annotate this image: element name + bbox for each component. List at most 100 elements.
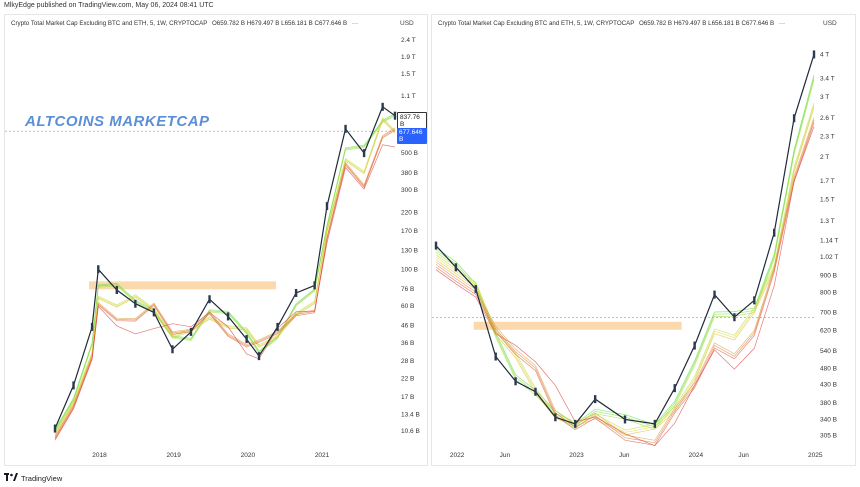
price-point — [226, 312, 230, 321]
ribbon-line — [435, 117, 815, 441]
x-tick-label: 2023 — [569, 452, 584, 459]
price-point — [245, 335, 248, 344]
price-point — [152, 308, 156, 317]
price-point — [171, 345, 174, 354]
right-chart-panel[interactable]: Crypto Total Market Cap Excluding BTC an… — [431, 14, 856, 466]
footer-logo-text[interactable]: TradingView — [21, 473, 63, 483]
y-tick-label: 10.6 B — [401, 428, 420, 435]
y-tick-label: 100 B — [401, 266, 418, 273]
ribbon-line — [435, 74, 815, 426]
y-tick-label: 480 B — [820, 365, 837, 372]
left-chart-canvas[interactable]: 2.4 T 1.9 T 1.5 T 1.1 T 500 B 380 B 300 B 220 B… — [5, 15, 429, 467]
y-tick-label: 1.14 T — [820, 237, 838, 244]
price-point — [325, 202, 329, 211]
y-tick-label: 3 T — [820, 94, 829, 101]
price-point — [653, 419, 657, 428]
price-point — [72, 381, 75, 390]
price-point — [514, 377, 517, 386]
price-point — [362, 149, 366, 158]
y-tick-label: 1.5 T — [401, 71, 416, 78]
x-tick-label: 2025 — [808, 452, 823, 459]
y-tick-label: 430 B — [820, 382, 837, 389]
right-currency-label[interactable]: USD — [823, 20, 837, 27]
price-point — [115, 286, 119, 295]
price-point — [494, 352, 497, 361]
y-tick-label: 220 B — [401, 209, 418, 216]
price-point — [434, 241, 438, 250]
y-tick-label: 305 B — [820, 433, 837, 440]
ribbon-line — [54, 119, 396, 436]
right-chart-title: Crypto Total Market Cap Excluding BTC an… — [438, 20, 785, 27]
price-point — [693, 341, 696, 350]
y-tick-label: 1.9 T — [401, 54, 416, 61]
y-tick-label: 1.3 T — [820, 218, 835, 225]
y-tick-label: 300 B — [401, 187, 418, 194]
price-point — [208, 295, 211, 304]
y-tick-label: 2.3 T — [820, 133, 835, 140]
support-band — [473, 321, 682, 330]
left-ohlc: O659.782 B H679.497 B L656.181 B C677.64… — [211, 20, 348, 27]
y-tick-label: 620 B — [820, 327, 837, 334]
x-tick-label: 2021 — [315, 452, 330, 459]
ribbon-line — [435, 122, 815, 446]
price-point — [53, 424, 57, 433]
right-more-icon[interactable]: ··· — [778, 20, 786, 27]
x-tick-label: Jun — [738, 452, 749, 459]
y-tick-label: 1.1 T — [401, 93, 416, 100]
ribbon-line — [435, 79, 815, 430]
price-point — [257, 352, 261, 361]
publisher-header: MlkyEdge published on TradingView.com, M… — [4, 2, 214, 9]
price-point — [474, 285, 477, 294]
price-point — [294, 288, 298, 297]
price-point — [189, 327, 193, 336]
price-point — [393, 111, 397, 120]
y-tick-label: 540 B — [820, 348, 837, 355]
y-tick-label: 900 B — [820, 272, 837, 279]
y-tick-label: 170 B — [401, 228, 418, 235]
tv-logo-icon — [4, 473, 18, 483]
ribbon-line — [435, 77, 815, 428]
price-point — [733, 313, 736, 322]
ribbon-line — [435, 102, 815, 431]
y-tick-label: 2.4 T — [401, 37, 416, 44]
y-tick-label: 2 T — [820, 154, 829, 161]
price-point — [454, 263, 458, 272]
right-chart-canvas[interactable]: 4 T 3.4 T 3 T 2.6 T 2.3 T 2 T 1.7 T 1.5 T 1.3 T 1… — [432, 15, 857, 467]
y-tick-label: 76 B — [401, 286, 414, 293]
price-point — [673, 384, 676, 393]
ribbon-line — [54, 113, 396, 430]
y-tick-label: 46 B — [401, 322, 414, 329]
left-chart-panel[interactable]: Crypto Total Market Cap Excluding BTC an… — [4, 14, 428, 466]
y-tick-label: 1.7 T — [820, 178, 835, 185]
price-point — [753, 296, 756, 305]
price-point — [593, 395, 597, 404]
ribbon-line — [435, 126, 815, 447]
price-point — [554, 413, 557, 422]
price-point — [792, 114, 796, 123]
left-more-icon[interactable]: ··· — [351, 20, 359, 27]
y-tick-label: 4 T — [820, 51, 829, 58]
price-point — [713, 290, 716, 299]
left-chart-title: Crypto Total Market Cap Excluding BTC an… — [11, 20, 358, 27]
ribbon-line — [54, 114, 396, 431]
x-tick-label: 2018 — [92, 452, 107, 459]
support-band — [89, 281, 276, 290]
ribbon-line — [435, 119, 815, 444]
left-symbol-title: Crypto Total Market Cap Excluding BTC an… — [11, 20, 208, 27]
x-tick-label: 2022 — [450, 452, 465, 459]
price-point — [276, 322, 279, 331]
ribbon-line — [435, 107, 815, 436]
x-tick-label: 2020 — [241, 452, 256, 459]
y-tick-label: 36 B — [401, 340, 414, 347]
right-ohlc: O659.782 B H679.497 B L656.181 B C677.64… — [638, 20, 775, 27]
right-symbol-title: Crypto Total Market Cap Excluding BTC an… — [438, 20, 635, 27]
footer: TradingView — [4, 473, 62, 483]
price-point — [623, 415, 627, 424]
price-point — [534, 387, 537, 396]
price-point — [90, 322, 94, 331]
overlay-title: ALTCOINS MARKETCAP — [25, 113, 210, 130]
y-tick-label: 17 B — [401, 394, 414, 401]
left-currency-label[interactable]: USD — [400, 20, 414, 27]
ribbon-line — [54, 130, 396, 440]
y-tick-label: 1.5 T — [820, 197, 835, 204]
